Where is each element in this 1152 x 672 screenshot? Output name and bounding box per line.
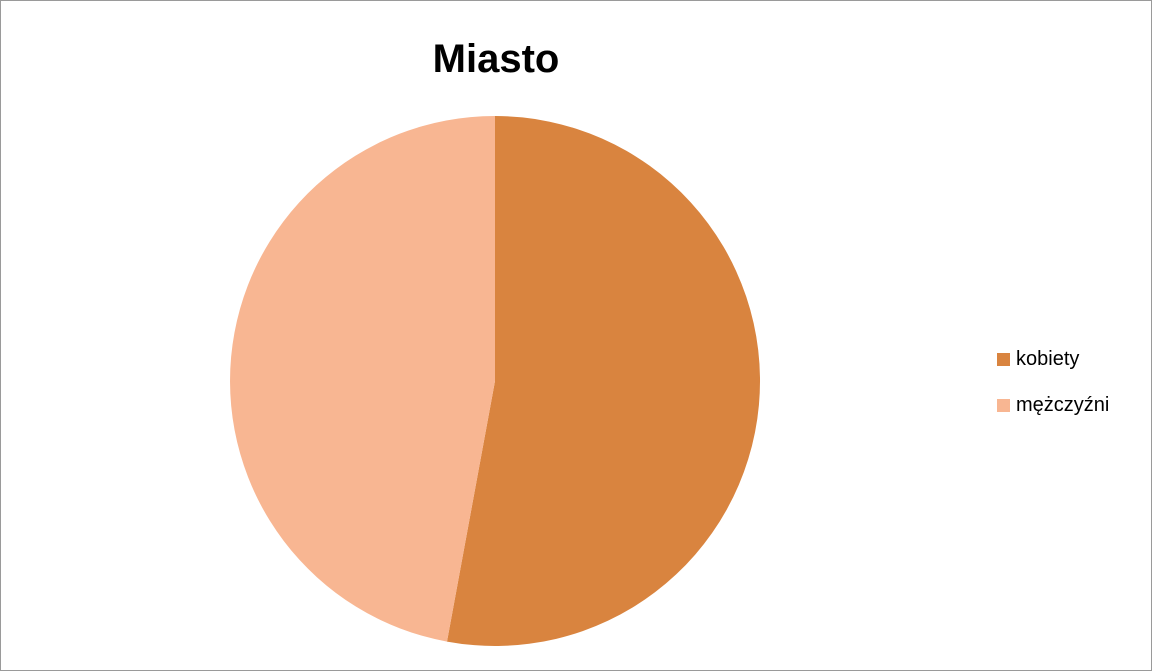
legend-label-kobiety: kobiety — [1016, 348, 1080, 370]
legend-item-mezczyzni: mężczyźni — [997, 392, 1109, 418]
chart-title: Miasto — [432, 37, 560, 81]
legend: kobiety mężczyźni — [997, 346, 1109, 438]
pie-slice-kobiety — [446, 116, 761, 646]
legend-swatch-kobiety — [997, 352, 1010, 366]
legend-item-kobiety: kobiety — [997, 346, 1109, 372]
pie-slice-mężczyźni — [230, 116, 495, 642]
legend-label-mezczyzni: mężczyźni — [1016, 394, 1110, 416]
legend-swatch-mezczyzni — [997, 398, 1010, 412]
